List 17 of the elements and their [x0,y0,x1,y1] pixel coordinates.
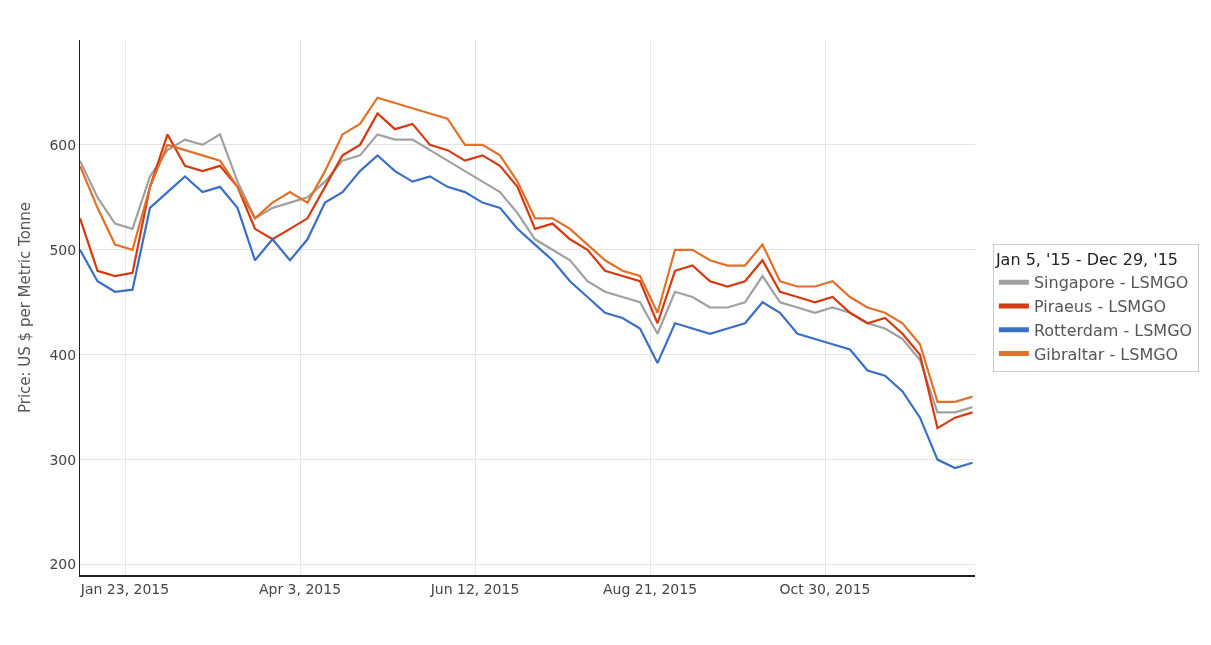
x-tick-label: Oct 30, 2015 [779,580,871,597]
line-series [80,154,974,470]
x-tick-label: Apr 3, 2015 [258,580,342,597]
y-tick-label: 600 [49,136,77,153]
legend-label: Singapore - LSMGO [1033,273,1189,293]
legend-label: Piraeus - LSMGO [1033,297,1167,317]
legend-label: Rotterdam - LSMGO [1033,321,1193,341]
legend-label: Gibraltar - LSMGO [1033,344,1179,364]
legend-title: Jan 5, '15 - Dec 29, '15 [994,250,1179,270]
y-tick-label: 300 [49,451,77,468]
x-tick-label: Jun 12, 2015 [429,580,520,597]
y-axis-title: Price: US $ per Metric Tonne [15,201,34,414]
x-tick-label: Jan 23, 2015 [79,580,170,597]
x-tick-label: Aug 21, 2015 [602,580,698,597]
y-tick-label: 200 [49,556,77,573]
y-tick-label: 500 [49,241,77,258]
y-tick-label: 400 [49,346,77,363]
